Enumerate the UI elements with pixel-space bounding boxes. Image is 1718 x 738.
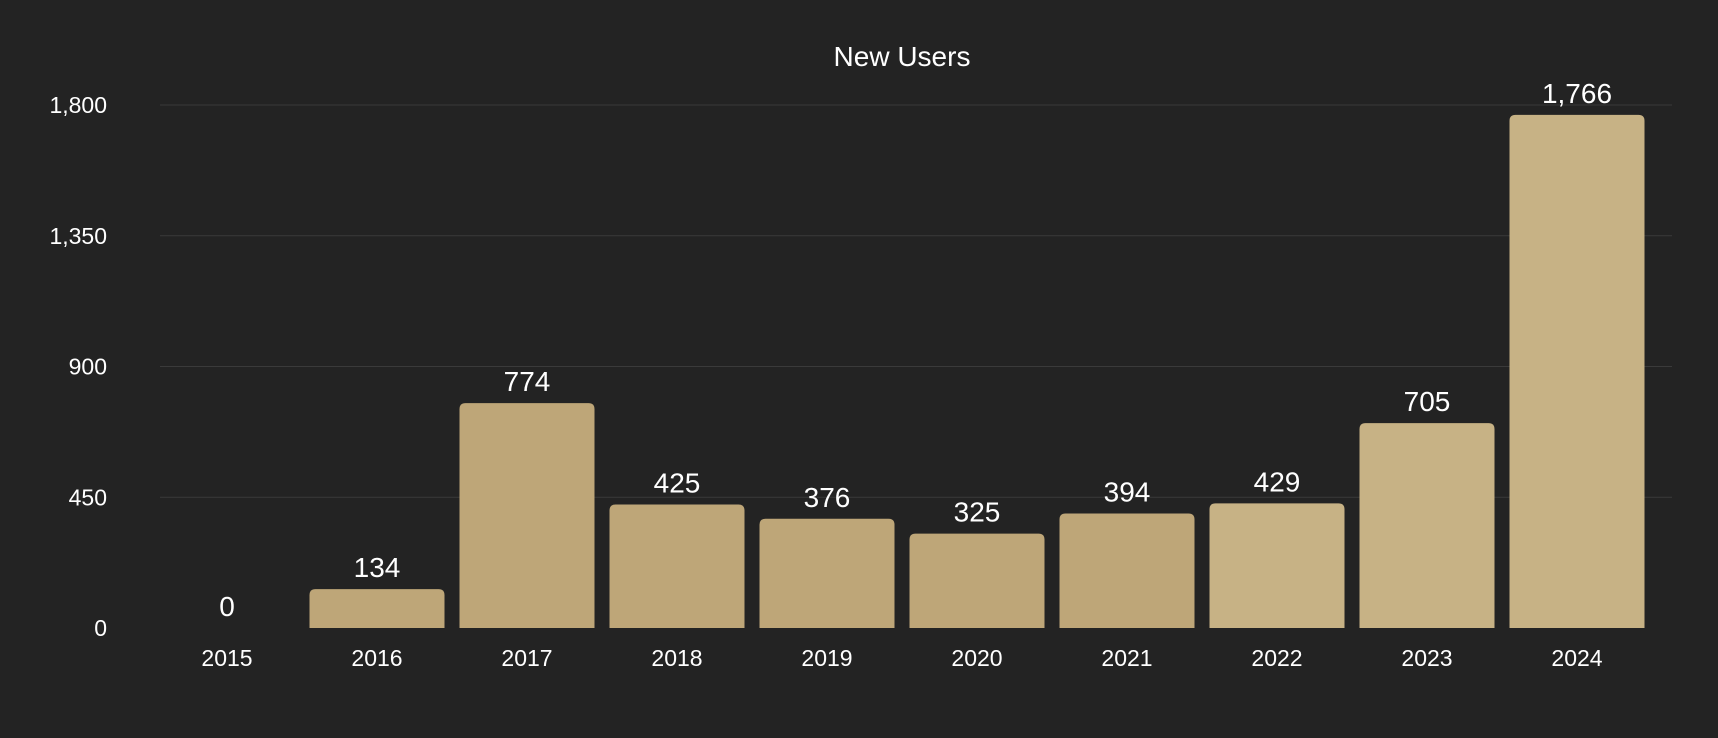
chart-title: New Users	[834, 41, 971, 72]
bar-2017	[459, 403, 595, 628]
y-tick-label: 900	[69, 354, 107, 380]
bar-2019	[759, 518, 895, 628]
bar-2023	[1359, 423, 1495, 628]
bar-2018	[609, 504, 745, 628]
data-label-2022: 429	[1254, 466, 1301, 497]
x-tick-label-2018: 2018	[651, 645, 702, 671]
data-labels: 0 134 774 425 376 325 394 429 705 1,766	[219, 78, 1612, 622]
x-tick-label-2020: 2020	[951, 645, 1002, 671]
data-label-2018: 425	[654, 468, 701, 499]
y-axis: 0 450 900 1,350 1,800	[49, 92, 107, 641]
bar-2024	[1509, 114, 1645, 628]
x-tick-label-2024: 2024	[1551, 645, 1602, 671]
x-tick-label-2022: 2022	[1251, 645, 1302, 671]
y-tick-label: 1,800	[49, 92, 107, 118]
x-tick-label-2023: 2023	[1401, 645, 1452, 671]
bar-2020	[909, 533, 1045, 628]
y-tick-label: 0	[94, 615, 107, 641]
bars	[309, 114, 1645, 628]
x-tick-label-2015: 2015	[201, 645, 252, 671]
x-tick-label-2019: 2019	[801, 645, 852, 671]
data-label-2020: 325	[954, 497, 1001, 528]
bar-2021	[1059, 513, 1195, 628]
x-tick-label-2021: 2021	[1101, 645, 1152, 671]
data-label-2015: 0	[219, 591, 235, 622]
x-tick-label-2017: 2017	[501, 645, 552, 671]
data-label-2021: 394	[1104, 477, 1151, 508]
x-tick-label-2016: 2016	[351, 645, 402, 671]
bar-2016	[309, 589, 445, 628]
y-tick-label: 450	[69, 484, 107, 510]
data-label-2024: 1,766	[1542, 78, 1612, 109]
y-tick-label: 1,350	[49, 223, 107, 249]
data-label-2016: 134	[354, 552, 401, 583]
data-label-2019: 376	[804, 482, 851, 513]
data-label-2023: 705	[1404, 386, 1451, 417]
data-label-2017: 774	[504, 366, 551, 397]
x-axis: 2015 2016 2017 2018 2019 2020 2021 2022 2023 2024	[201, 645, 1602, 671]
bar-2022	[1209, 503, 1345, 628]
